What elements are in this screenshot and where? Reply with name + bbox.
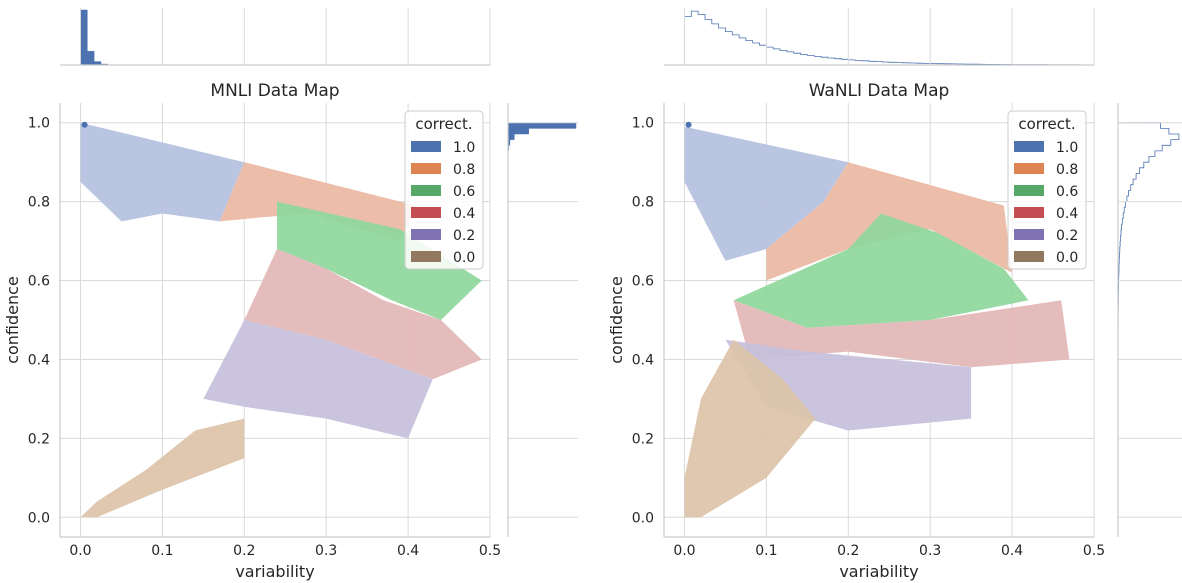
mnli-chart-title: MNLI Data Map xyxy=(210,81,339,101)
wanli-x-ticks: 0.0 0.1 0.2 0.3 0.4 0.5 xyxy=(673,543,1105,559)
wanli-legend-title: correct. xyxy=(1018,115,1075,133)
legend-label: 0.8 xyxy=(1056,162,1078,178)
y-tick-label: 0.6 xyxy=(632,274,654,290)
legend-label: 0.4 xyxy=(453,206,475,222)
region-correctness-0-4 xyxy=(733,300,1070,368)
legend-swatch xyxy=(411,229,441,240)
wanli-chart-title: WaNLI Data Map xyxy=(809,81,950,101)
mnli-y-ticks: 0.0 0.2 0.4 0.6 0.8 1.0 xyxy=(28,116,50,527)
legend-label: 0.2 xyxy=(1056,228,1078,244)
y-tick-label: 0.2 xyxy=(28,431,50,447)
legend-label: 0.0 xyxy=(453,250,475,266)
x-tick-label: 0.3 xyxy=(315,543,337,559)
legend-swatch xyxy=(1014,163,1044,174)
mnli-legend: correct. 1.0 0.8 0.6 0.4 0.2 0.0 xyxy=(404,110,484,270)
x-tick-label: 0.5 xyxy=(1083,543,1105,559)
marginal-y-hist-bars xyxy=(1117,122,1180,518)
legend-swatch xyxy=(1014,141,1044,152)
region-correctness-0-6 xyxy=(277,201,482,320)
legend-swatch xyxy=(411,163,441,174)
legend-swatch xyxy=(1014,185,1044,196)
mnli-x-axis-label: variability xyxy=(235,562,314,581)
x-tick-label: 0.0 xyxy=(69,543,91,559)
mnli-data-regions xyxy=(80,121,482,518)
legend-label: 0.6 xyxy=(453,184,475,200)
y-tick-label: 1.0 xyxy=(28,116,50,132)
dense-cluster-mark xyxy=(81,121,88,128)
mnli-y-axis-label: confidence xyxy=(3,276,22,364)
wanli-y-axis-label: confidence xyxy=(607,276,626,364)
mnli-panel: 0.0 0.1 0.2 0.3 0.4 0.5 0.0 0.2 0.4 0.6 0.8 1.0 MN… xyxy=(3,8,578,581)
x-tick-label: 0.4 xyxy=(1001,543,1023,559)
y-tick-label: 0.4 xyxy=(632,352,654,368)
region-correctness-0-8 xyxy=(219,162,417,242)
y-tick-label: 1.0 xyxy=(632,116,654,132)
marginal-y-hist-bars xyxy=(507,122,577,518)
x-tick-label: 0.5 xyxy=(479,543,501,559)
wanli-x-axis-label: variability xyxy=(839,562,918,581)
region-correctness-0-0 xyxy=(80,418,245,518)
x-tick-label: 0.2 xyxy=(837,543,859,559)
legend-swatch xyxy=(411,207,441,218)
wanli-axes xyxy=(663,64,1119,538)
wanli-panel: 0.0 0.1 0.2 0.3 0.4 0.5 0.0 0.2 0.4 0.6 0.8 1.0 Wa… xyxy=(607,8,1182,581)
x-tick-label: 0.1 xyxy=(151,543,173,559)
legend-label: 0.8 xyxy=(453,162,475,178)
y-tick-label: 0.0 xyxy=(28,510,50,526)
region-correctness-0-4 xyxy=(244,249,482,380)
mnli-legend-title: correct. xyxy=(415,115,472,133)
marginal-x-hist-bars xyxy=(684,10,1095,66)
x-tick-label: 0.4 xyxy=(397,543,419,559)
mnli-marginal-confidence-histogram xyxy=(507,122,577,518)
y-tick-label: 0.0 xyxy=(632,510,654,526)
region-correctness-1-0 xyxy=(80,122,245,222)
marginal-x-hist-bars xyxy=(80,9,490,66)
wanli-legend: correct. 1.0 0.8 0.6 0.4 0.2 0.0 xyxy=(1007,110,1087,270)
wanli-marginal-confidence-histogram xyxy=(1117,122,1180,518)
y-tick-label: 0.4 xyxy=(28,352,50,368)
x-tick-label: 0.0 xyxy=(673,543,695,559)
mnli-marginal-variability-histogram xyxy=(80,9,490,66)
legend-label: 1.0 xyxy=(453,140,475,156)
legend-label: 0.6 xyxy=(1056,184,1078,200)
x-tick-label: 0.3 xyxy=(919,543,941,559)
y-tick-label: 0.8 xyxy=(28,195,50,211)
legend-swatch xyxy=(1014,229,1044,240)
legend-label: 0.2 xyxy=(453,228,475,244)
y-tick-label: 0.6 xyxy=(28,274,50,290)
y-tick-label: 0.2 xyxy=(632,431,654,447)
x-tick-label: 0.1 xyxy=(755,543,777,559)
x-tick-label: 0.2 xyxy=(233,543,255,559)
legend-swatch xyxy=(1014,251,1044,262)
legend-swatch xyxy=(1014,207,1044,218)
wanli-data-regions xyxy=(684,121,1070,518)
legend-swatch xyxy=(411,185,441,196)
mnli-axes xyxy=(59,64,509,538)
legend-swatch xyxy=(411,141,441,152)
region-correctness-0-0 xyxy=(684,339,816,518)
legend-label: 0.0 xyxy=(1056,250,1078,266)
y-tick-label: 0.8 xyxy=(632,195,654,211)
legend-label: 1.0 xyxy=(1056,140,1078,156)
legend-label: 0.4 xyxy=(1056,206,1078,222)
region-correctness-0-6 xyxy=(733,213,1029,328)
legend-swatch xyxy=(411,251,441,262)
mnli-x-ticks: 0.0 0.1 0.2 0.3 0.4 0.5 xyxy=(69,543,501,559)
dense-cluster-mark xyxy=(685,121,692,128)
region-correctness-0-2 xyxy=(203,320,433,439)
wanli-marginal-variability-histogram xyxy=(684,10,1095,66)
region-correctness-1-0 xyxy=(684,126,849,261)
wanli-y-ticks: 0.0 0.2 0.4 0.6 0.8 1.0 xyxy=(632,116,654,527)
